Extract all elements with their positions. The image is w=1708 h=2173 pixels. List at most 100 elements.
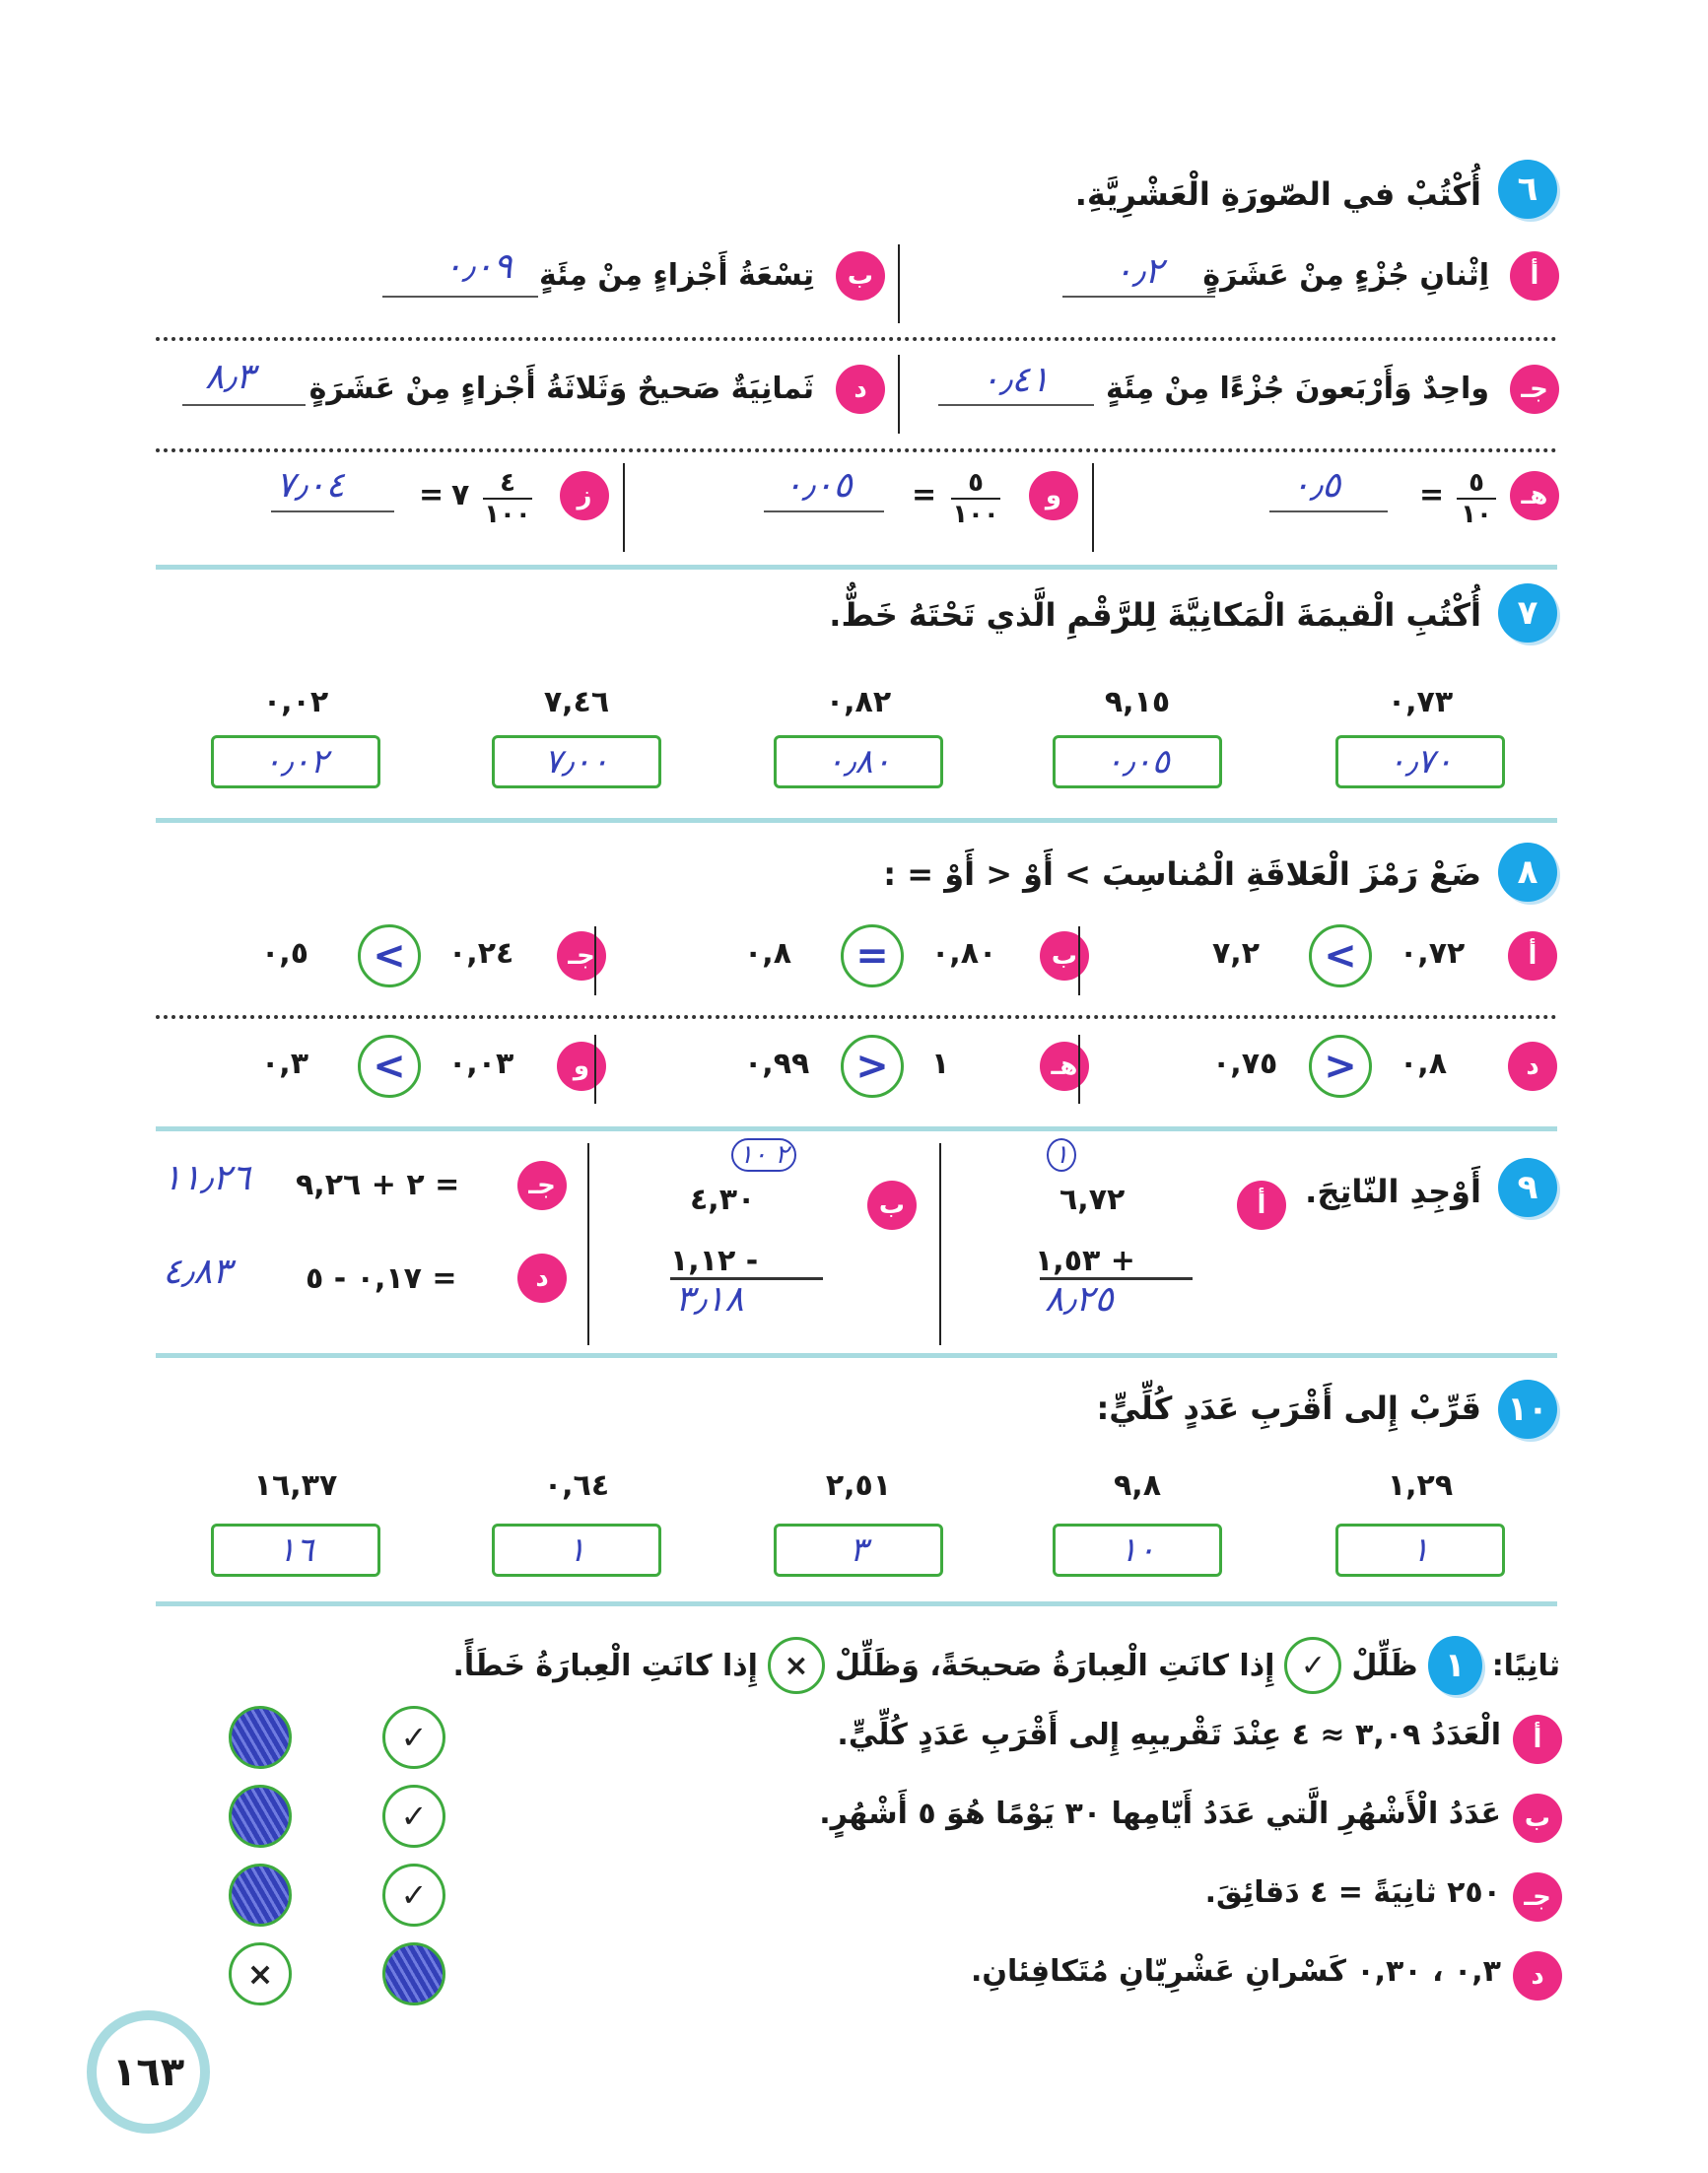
divider	[594, 926, 596, 995]
part2-prefix: ثانِيًا:	[1491, 1648, 1560, 1683]
answer-blank[interactable]	[764, 510, 884, 512]
label-c: جـ	[1510, 365, 1559, 414]
answer-box[interactable]: ٧٫٠٠	[492, 735, 661, 788]
part2-number: ١	[1427, 1636, 1482, 1695]
instruction-text: إِذا كانَتِ الْعِبارَةُ صَحيحَةً، وَظَلِ…	[834, 1648, 1275, 1683]
label: د	[1508, 1042, 1557, 1091]
subtrahend: - ١,١٢	[670, 1244, 759, 1278]
false-circle[interactable]	[229, 1864, 292, 1927]
fraction: ٤ ١٠٠	[483, 468, 532, 529]
right-number: ٠,٣	[261, 1047, 309, 1081]
answer-box[interactable]: ٣	[774, 1524, 943, 1577]
relation-circle[interactable]: >	[841, 1035, 904, 1098]
left-number: ٠,٨٠	[931, 936, 997, 971]
answer-blank[interactable]	[182, 404, 306, 406]
answer-blank[interactable]	[382, 296, 538, 298]
divider	[623, 463, 625, 552]
expression: = ٠,١٧ - ٥	[306, 1261, 457, 1296]
equals: =	[912, 478, 937, 512]
divider	[898, 244, 900, 323]
question-number-9: ٩	[1498, 1158, 1557, 1217]
number: ٠,٦٤	[543, 1468, 610, 1503]
false-circle[interactable]: ×	[229, 1942, 292, 2005]
false-circle[interactable]	[229, 1706, 292, 1769]
numerator: ٥	[968, 468, 984, 498]
handwritten-answer: ٠٫٢	[1114, 251, 1164, 292]
whole-part: ٧	[451, 478, 470, 512]
true-circle[interactable]	[382, 1942, 445, 2005]
label-c: جـ	[517, 1161, 567, 1210]
section-divider	[156, 565, 1557, 570]
difference-line	[670, 1277, 823, 1280]
cross-icon: ×	[767, 1637, 825, 1694]
label: ب	[1040, 931, 1089, 981]
left-number: ٠,٠٣	[448, 1047, 514, 1081]
label-d: د	[517, 1254, 567, 1303]
left-number: ٠,٨	[1400, 1047, 1448, 1081]
answer-box[interactable]: ٠٫٠٢	[211, 735, 380, 788]
minuend: ٤,٣٠	[690, 1183, 756, 1217]
answer-box[interactable]: ١	[1335, 1524, 1505, 1577]
denominator: ١٠٠	[483, 498, 532, 529]
answer-blank[interactable]	[271, 510, 394, 512]
answer-box[interactable]: ١	[492, 1524, 661, 1577]
item-text: اِثْنانِ جُزْءٍ مِنْ عَشَرَةٍ	[1202, 258, 1489, 293]
answer-box[interactable]: ٠٫٧٠	[1335, 735, 1505, 788]
section-divider	[156, 1126, 1557, 1131]
relation-circle[interactable]: <	[1309, 924, 1372, 987]
handwritten-answer: ٠٫٠٩	[444, 246, 512, 287]
page-number: ١٦٣	[87, 2010, 210, 2134]
number-with-underlined-digit: ٠,٧٣	[1387, 685, 1454, 719]
label-f: و	[1029, 471, 1078, 520]
expression: = ٢ + ٩,٢٦	[296, 1168, 460, 1202]
divider	[587, 1143, 589, 1345]
answer-blank[interactable]	[1269, 510, 1388, 512]
item-text: واحِدٌ وَأَرْبَعونَ جُزْءًا مِنْ مِئَةٍ	[1106, 372, 1489, 406]
answer-box[interactable]: ٠٫٨٠	[774, 735, 943, 788]
label-g: ز	[560, 471, 609, 520]
handwritten-answer: ٨٫٢٥	[1045, 1279, 1114, 1320]
false-circle[interactable]	[229, 1785, 292, 1848]
question-10-title: قَرِّبْ إِلى أَقْرَبِ عَدَدٍ كُلِّيٍّ:	[1096, 1390, 1481, 1427]
number: ١٦,٣٧	[253, 1468, 338, 1503]
relation-circle[interactable]: <	[358, 1035, 421, 1098]
label: د	[1513, 1951, 1562, 2001]
divider	[1078, 926, 1080, 995]
true-circle[interactable]: ✓	[382, 1864, 445, 1927]
right-number: ٠,٧٥	[1212, 1047, 1278, 1081]
handwritten-answer: ٠٫٠٥	[784, 465, 853, 506]
label-a: أ	[1237, 1181, 1286, 1230]
divider	[939, 1143, 941, 1345]
answer-blank[interactable]	[938, 404, 1094, 406]
label: و	[557, 1042, 606, 1091]
relation-circle[interactable]: <	[358, 924, 421, 987]
handwritten-answer: ٧٫٠٤	[276, 465, 345, 506]
addend-bottom: + ١,٥٣	[1035, 1244, 1135, 1278]
right-number: ٠,٩٩	[744, 1047, 810, 1081]
answer-box[interactable]: ١٠	[1053, 1524, 1222, 1577]
question-number-8: ٨	[1498, 843, 1557, 902]
number-with-underlined-digit: ٠,٠٢	[262, 685, 329, 719]
label-d: د	[836, 365, 885, 414]
label-e: هـ	[1510, 471, 1559, 520]
denominator: ١٠	[1457, 498, 1496, 529]
handwritten-answer: ٤٫٨٣	[163, 1252, 232, 1292]
right-number: ٠,٨	[744, 936, 792, 971]
question-8-title: ضَعْ رَمْزَ الْعَلاقَةِ الْمُناسِبَ > أَ…	[883, 855, 1481, 893]
true-circle[interactable]: ✓	[382, 1785, 445, 1848]
numerator: ٥	[1469, 468, 1484, 498]
dotted-divider	[156, 448, 1557, 452]
relation-circle[interactable]: =	[841, 924, 904, 987]
question-9-title: أَوْجِدِ النّاتِجَ.	[1305, 1173, 1481, 1210]
label: أ	[1513, 1715, 1562, 1764]
true-circle[interactable]: ✓	[382, 1706, 445, 1769]
answer-box[interactable]: ٠٫٠٥	[1053, 735, 1222, 788]
answer-box[interactable]: ١٦	[211, 1524, 380, 1577]
divider	[898, 355, 900, 434]
relation-circle[interactable]: >	[1309, 1035, 1372, 1098]
number: ٢,٥١	[825, 1468, 892, 1503]
label-b: ب	[867, 1181, 917, 1230]
answer-blank[interactable]	[1062, 296, 1215, 298]
handwritten-answer: ٣٫١٨	[675, 1279, 744, 1320]
section-divider	[156, 1353, 1557, 1358]
